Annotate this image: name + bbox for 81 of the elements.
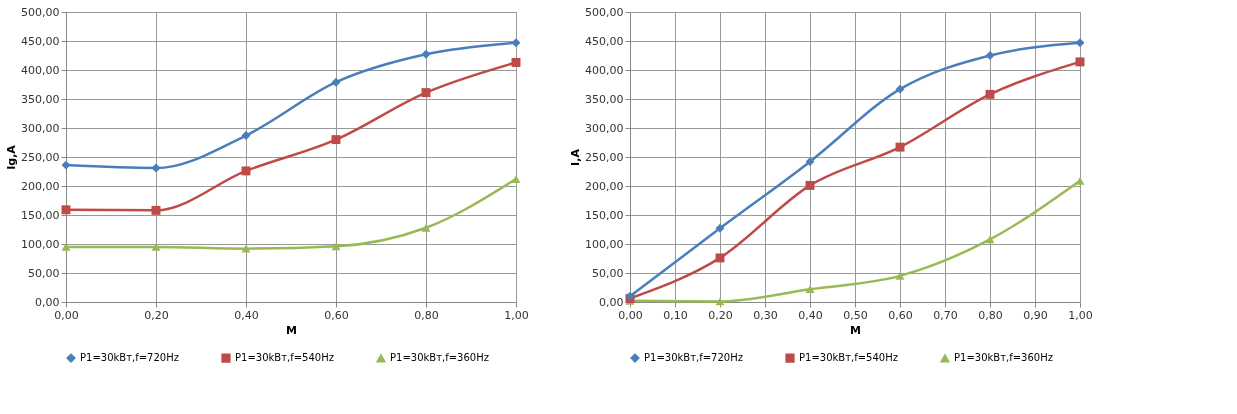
y-tick-label: 250,00 bbox=[585, 150, 624, 164]
legend-label: P1=30kВт,f=360Hz bbox=[954, 352, 1053, 364]
point bbox=[241, 166, 251, 176]
point bbox=[151, 243, 161, 251]
x-tick-label: 0,70 bbox=[933, 308, 958, 322]
x-tick-label: 0,00 bbox=[54, 308, 79, 322]
y-tick-label: 300,00 bbox=[585, 121, 624, 135]
point bbox=[151, 163, 161, 173]
y-tick-label: 150,00 bbox=[21, 208, 60, 222]
point bbox=[61, 160, 71, 170]
x-tick-label: 0,80 bbox=[414, 308, 439, 322]
x-tick-label: 0,60 bbox=[324, 308, 349, 322]
y-axis-title: I,A bbox=[569, 148, 583, 166]
y-tick-label: 450,00 bbox=[21, 34, 60, 48]
point bbox=[511, 57, 521, 67]
point bbox=[805, 285, 815, 294]
point bbox=[895, 84, 905, 94]
point bbox=[715, 223, 725, 233]
legend-label: P1=30kВт,f=720Hz bbox=[644, 352, 743, 364]
point bbox=[715, 253, 725, 263]
point bbox=[1075, 57, 1085, 67]
y-tick-label: 200,00 bbox=[21, 179, 60, 193]
legend-label: P1=30kВт,f=540Hz bbox=[235, 352, 334, 364]
y-tick-label: 150,00 bbox=[585, 208, 624, 222]
x-tick-label: 0,10 bbox=[663, 308, 688, 322]
y-tick-label: 100,00 bbox=[585, 237, 624, 251]
point bbox=[331, 135, 341, 145]
x-tick-label: 0,40 bbox=[234, 308, 259, 322]
y-tick-label: 400,00 bbox=[585, 63, 624, 77]
y-axis-title: Ig,A bbox=[5, 144, 19, 170]
legend-label: P1=30kВт,f=540Hz bbox=[799, 352, 898, 364]
x-tick-label: 0,20 bbox=[144, 308, 169, 322]
y-tick-label: 200,00 bbox=[585, 179, 624, 193]
x-tick-label: 0,30 bbox=[753, 308, 778, 322]
point bbox=[895, 272, 905, 280]
y-tick-label: 500,00 bbox=[585, 5, 624, 19]
x-tick-label: 0,20 bbox=[708, 308, 733, 322]
point bbox=[1075, 38, 1085, 48]
y-tick-label: 100,00 bbox=[21, 237, 60, 251]
x-tick-label: 1,00 bbox=[504, 308, 529, 322]
point bbox=[61, 205, 71, 215]
y-tick-label: 250,00 bbox=[21, 150, 60, 164]
x-tick-label: 0,60 bbox=[888, 308, 913, 322]
y-tick-label: 50,00 bbox=[28, 266, 60, 280]
y-tick-label: 350,00 bbox=[585, 92, 624, 106]
x-tick-label: 0,40 bbox=[798, 308, 823, 322]
point bbox=[715, 297, 725, 306]
point bbox=[331, 77, 341, 87]
y-tick-label: 0,00 bbox=[599, 295, 624, 309]
x-tick-label: 1,00 bbox=[1068, 308, 1093, 322]
point bbox=[241, 244, 251, 253]
y-tick-label: 0,00 bbox=[35, 295, 60, 309]
y-tick-label: 400,00 bbox=[21, 63, 60, 77]
x-axis-title: M bbox=[850, 323, 861, 337]
point bbox=[151, 205, 161, 215]
point bbox=[985, 89, 995, 99]
point bbox=[805, 157, 815, 167]
y-tick-label: 300,00 bbox=[21, 121, 60, 135]
x-tick-label: 0,90 bbox=[1023, 308, 1048, 322]
point bbox=[331, 242, 341, 251]
legend-label: P1=30kВт,f=720Hz bbox=[80, 352, 179, 364]
point bbox=[895, 142, 905, 152]
point bbox=[421, 223, 431, 232]
point bbox=[61, 243, 71, 251]
x-axis-title: M bbox=[286, 323, 297, 337]
y-tick-label: 500,00 bbox=[21, 5, 60, 19]
x-tick-label: 0,80 bbox=[978, 308, 1003, 322]
legend-label: P1=30kВт,f=360Hz bbox=[390, 352, 489, 364]
point bbox=[511, 38, 521, 48]
point bbox=[1075, 176, 1085, 185]
x-tick-label: 0,50 bbox=[843, 308, 868, 322]
y-tick-label: 450,00 bbox=[585, 34, 624, 48]
point bbox=[241, 131, 251, 141]
point bbox=[511, 175, 521, 183]
point bbox=[421, 49, 431, 59]
y-tick-label: 350,00 bbox=[21, 92, 60, 106]
point bbox=[805, 180, 815, 190]
point bbox=[985, 235, 995, 244]
x-tick-label: 0,00 bbox=[618, 308, 643, 322]
y-tick-label: 50,00 bbox=[592, 266, 624, 280]
point bbox=[421, 88, 431, 98]
